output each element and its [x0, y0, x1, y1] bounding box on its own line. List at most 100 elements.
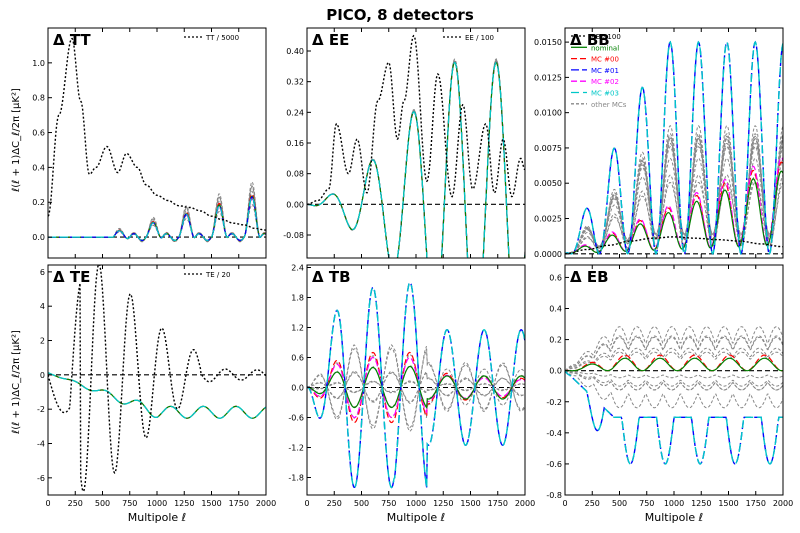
- ytick-label: -4: [37, 440, 45, 449]
- ytick-label: 0.40: [286, 47, 304, 56]
- ytick-label: 4: [40, 302, 45, 311]
- xtick-label: 1000: [664, 499, 684, 508]
- series-mc03: [307, 282, 525, 489]
- xtick-label: 750: [639, 499, 654, 508]
- ytick-label: -0.6: [288, 414, 304, 423]
- ytick-label: 0.24: [286, 108, 304, 117]
- legend-bb-label: MC #01: [591, 67, 619, 75]
- xtick-label: 2000: [773, 499, 793, 508]
- ytick-label: 0.6: [549, 273, 562, 282]
- panel-title-ee: Δ EE: [312, 31, 349, 49]
- series-other-mc: [565, 335, 783, 372]
- series-other-mc: [307, 344, 525, 433]
- series-other-mc: [565, 370, 783, 391]
- ytick-label: -0.08: [283, 231, 304, 240]
- plot-area-bb: [565, 40, 783, 255]
- ytick-label: 0.2: [549, 336, 562, 345]
- panel-eb: -0.8 -0.6 -0.4 -0.2 0.0 0.2 0.4 0.6 0 250 500 750 10…: [546, 264, 793, 508]
- xtick-label: 750: [122, 499, 137, 508]
- panel-ee: -0.08 0.00 0.08 0.16 0.24 0.32 0.40 Δ EE EE / 10…: [283, 27, 526, 259]
- panel-title-eb: Δ EB: [570, 268, 609, 286]
- xtick-label: 2000: [515, 499, 535, 508]
- ytick-label: 1.2: [291, 324, 304, 333]
- xtick-label: 1250: [174, 499, 194, 508]
- ytick-label: 0.0075: [534, 144, 562, 153]
- series-mc02: [565, 156, 783, 255]
- ytick-label: 0.00: [286, 200, 304, 209]
- plot-area-ee: [307, 34, 525, 258]
- xtick-label: 1500: [718, 499, 738, 508]
- ytick-label: 0.0050: [534, 179, 562, 188]
- series-nominal: [565, 357, 783, 372]
- panel-tt: 0.0 0.2 0.4 0.6 0.8 1.0 Δ TT TT / 5000: [32, 27, 267, 259]
- series-mc03: [307, 61, 525, 258]
- ytick-label: -0.6: [546, 460, 562, 469]
- panel-bb: 0.0000 0.0025 0.0050 0.0075 0.0100 0.0125 0.01…: [534, 27, 784, 259]
- ytick-label: -1.2: [288, 444, 304, 453]
- panel-te: -6 -4 -2 0 2 4 6 0 250 500 750 1000 1250 1500 1750 2000…: [37, 264, 276, 508]
- series-other-mc: [565, 351, 783, 372]
- xtick-label: 1500: [201, 499, 221, 508]
- ytick-label: 0.16: [286, 139, 304, 148]
- series-mc02: [307, 356, 525, 419]
- plot-area-tt: [48, 37, 266, 243]
- xtick-label: 2000: [256, 499, 276, 508]
- ytick-label: 0.0: [549, 367, 562, 376]
- legend-bb-label: MC #03: [591, 90, 619, 98]
- ytick-label: -0.8: [546, 491, 562, 500]
- legend-bb-label: BB / 100: [591, 33, 621, 41]
- panel-title-tt: Δ TT: [53, 31, 91, 49]
- ylabel-bottom: ℓ(ℓ + 1)ΔC_ℓ/2π [μK²]: [11, 330, 22, 434]
- series-mc00: [565, 354, 783, 372]
- ytick-label: 0.32: [286, 78, 304, 87]
- xtick-label: 250: [585, 499, 600, 508]
- xtick-label: 0: [304, 499, 309, 508]
- ytick-label: 0.0150: [534, 38, 562, 47]
- ytick-label: 0: [40, 371, 45, 380]
- ytick-label: 0.0100: [534, 109, 562, 118]
- series-other-mc: [565, 326, 783, 372]
- xtick-label: 500: [95, 499, 110, 508]
- legend-ref-label: EE / 100: [465, 34, 494, 42]
- legend-ref-label: TE / 20: [205, 271, 230, 279]
- series-other-mc: [307, 370, 525, 404]
- ytick-label: 1.8: [291, 294, 304, 303]
- xtick-label: 1750: [488, 499, 508, 508]
- xtick-label: 1250: [433, 499, 453, 508]
- xtick-label: 1000: [147, 499, 167, 508]
- xtick-label: 750: [381, 499, 396, 508]
- ylabel-bottom-text: ℓ(ℓ + 1)ΔC_ℓ/2π [μK²]: [11, 330, 22, 434]
- xlabel-tb: Multipole ℓ: [387, 511, 445, 524]
- xtick-label: 1250: [691, 499, 711, 508]
- ytick-label: 0.0125: [534, 73, 562, 82]
- ytick-label: -2: [37, 405, 45, 414]
- ref-curve-tt: [48, 37, 266, 231]
- ylabel-top: ℓ(ℓ + 1)ΔC_ℓ/2π [μK²]: [11, 88, 22, 192]
- ytick-label: 2: [40, 337, 45, 346]
- xtick-label: 500: [612, 499, 627, 508]
- series-mc03: [565, 370, 783, 465]
- series-nominal: [48, 372, 266, 419]
- xtick-label: 500: [354, 499, 369, 508]
- panel-title-tb: Δ TB: [312, 268, 351, 286]
- legend-ref-label: TT / 5000: [205, 34, 239, 42]
- series-mc03: [565, 40, 783, 255]
- ref-curve-te: [48, 265, 266, 493]
- ref-curve-ee: [307, 34, 525, 205]
- series-nominal: [307, 365, 525, 410]
- series-other-mc: [565, 347, 783, 372]
- series-other-mc: [565, 370, 783, 409]
- legend-bb-label: other MCs: [591, 101, 627, 109]
- ytick-label: 0.6: [291, 354, 304, 363]
- ytick-label: 0.4: [549, 305, 562, 314]
- ytick-label: 0.0025: [534, 214, 562, 223]
- ytick-label: 0.0: [291, 384, 304, 393]
- plot-area-tb: [307, 282, 525, 489]
- ytick-label: 0.4: [32, 163, 45, 172]
- series-other-mc: [307, 380, 525, 394]
- xlabel-te: Multipole ℓ: [128, 511, 186, 524]
- ytick-label: 0.0000: [534, 250, 562, 259]
- series-mc00: [48, 372, 266, 419]
- ytick-label: -0.2: [546, 398, 562, 407]
- ref-curve-bb: [565, 236, 783, 255]
